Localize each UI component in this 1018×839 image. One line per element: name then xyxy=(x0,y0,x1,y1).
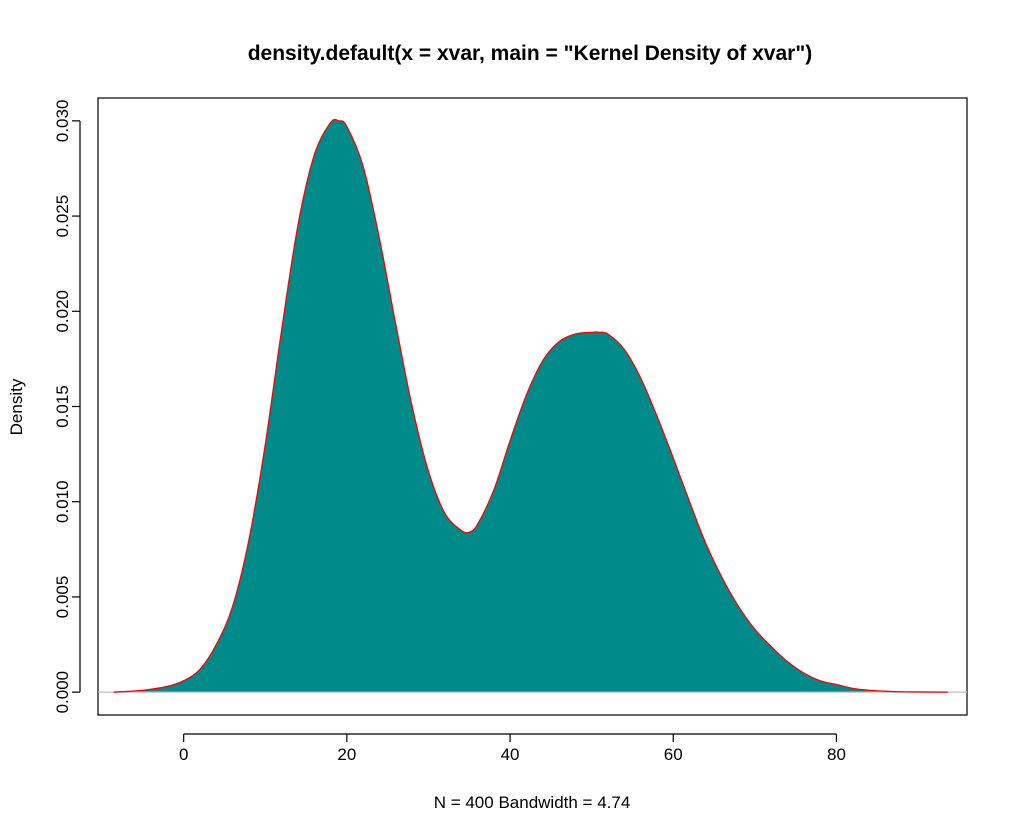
y-axis: 0.000 0.005 0.010 0.015 0.020 0.025 0.030 xyxy=(53,100,81,714)
x-axis: 0 20 40 60 80 xyxy=(179,733,846,764)
y-tick-label: 0.010 xyxy=(53,480,72,523)
x-axis-label: N = 400 Bandwidth = 4.74 xyxy=(434,793,631,812)
density-line xyxy=(113,118,949,693)
x-tick-label: 0 xyxy=(179,745,188,764)
y-tick-label: 0.015 xyxy=(53,385,72,428)
y-tick-label: 0.030 xyxy=(53,100,72,143)
x-tick-label: 60 xyxy=(664,745,683,764)
density-area-group xyxy=(98,118,967,693)
y-axis-label: Density xyxy=(7,378,26,435)
x-tick-label: 40 xyxy=(501,745,520,764)
x-tick-label: 80 xyxy=(827,745,846,764)
chart-title: density.default(x = xvar, main = "Kernel… xyxy=(248,42,813,65)
plot-area-border xyxy=(97,97,968,716)
y-tick-label: 0.020 xyxy=(53,290,72,333)
density-fill-area xyxy=(113,119,949,693)
y-tick-label: 0.000 xyxy=(53,671,72,714)
x-tick-label: 20 xyxy=(337,745,356,764)
y-tick-label: 0.025 xyxy=(53,195,72,238)
y-tick-label: 0.005 xyxy=(53,576,72,619)
